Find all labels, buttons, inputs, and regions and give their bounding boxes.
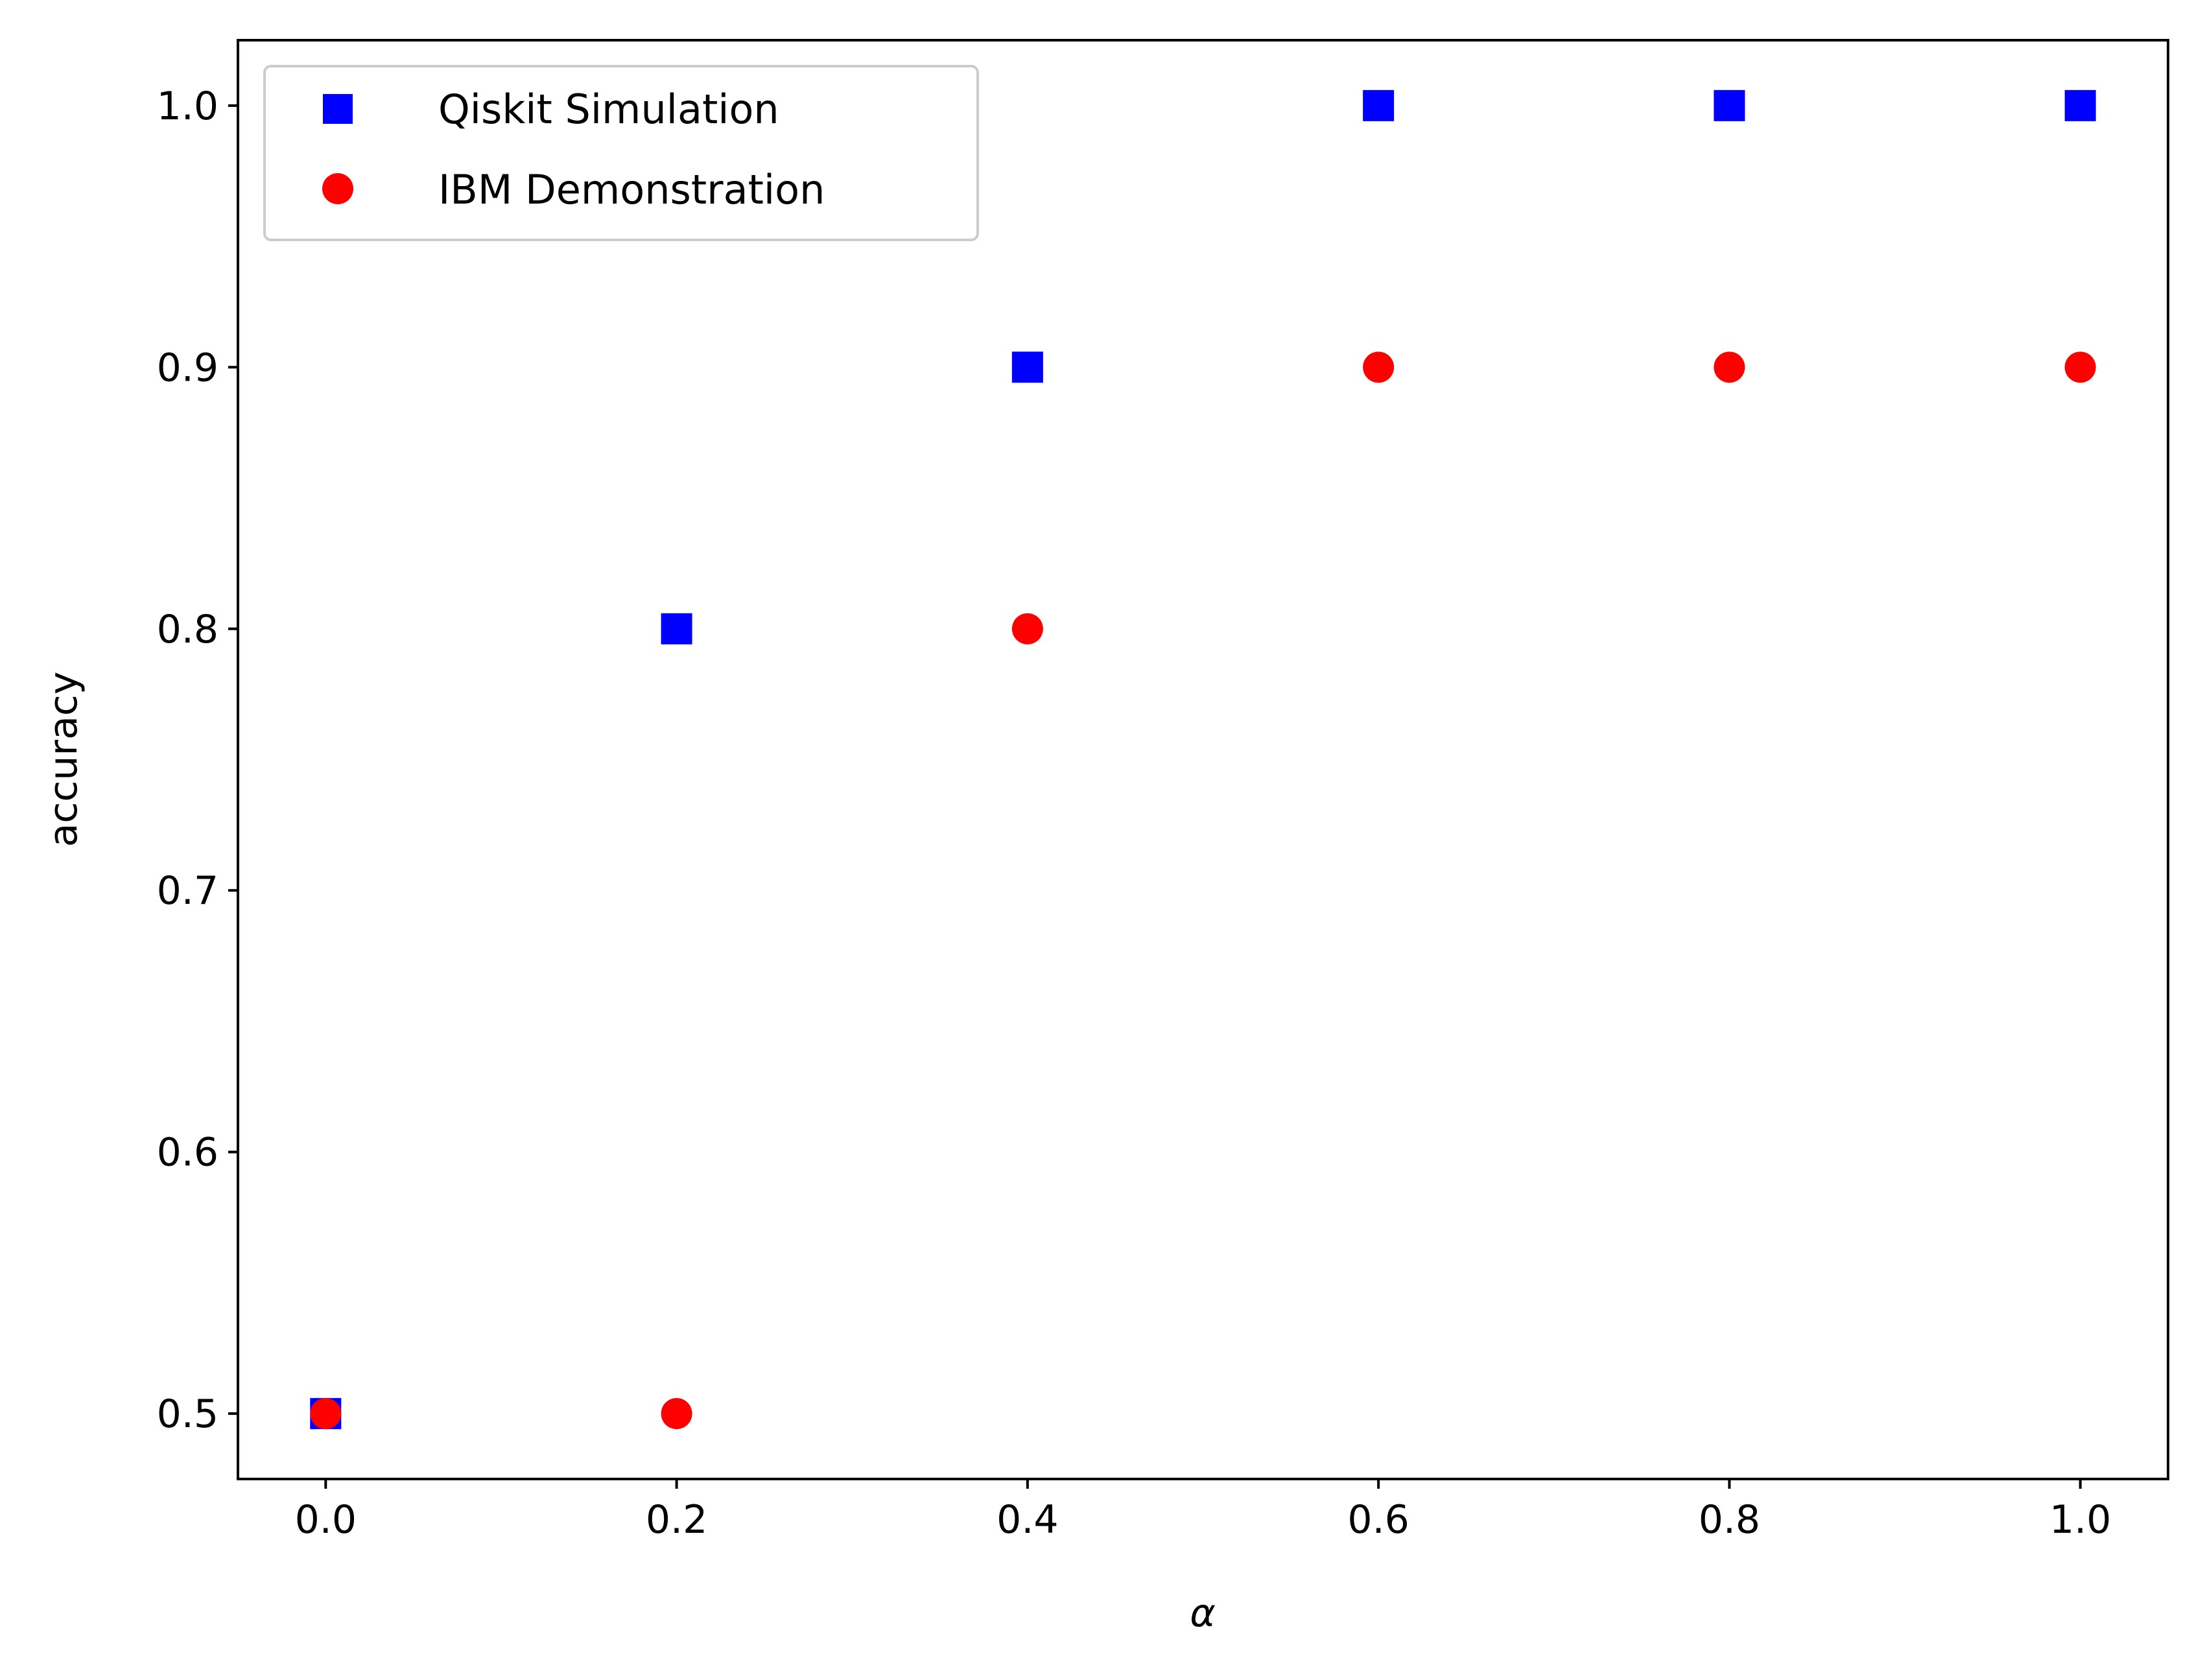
- data-point-square: [1714, 89, 1745, 121]
- x-tick-label: 0.6: [1347, 1497, 1409, 1543]
- x-tick-label: 1.0: [2049, 1497, 2111, 1543]
- series-ibm-demonstration: [310, 351, 2096, 1430]
- x-axis-label: α: [1190, 1591, 1216, 1636]
- plot-frame: [237, 39, 2169, 1480]
- data-point-circle: [310, 1398, 342, 1430]
- x-tick-label: 0.8: [1699, 1497, 1760, 1543]
- legend-label-qiskit-simulation: Qiskit Simulation: [438, 86, 779, 133]
- data-point-circle: [1714, 351, 1745, 383]
- legend: Qiskit Simulation IBM Demonstration: [263, 65, 979, 241]
- legend-frame: [263, 65, 979, 241]
- x-tick-label: 0.0: [295, 1497, 357, 1543]
- data-point-circle: [1011, 613, 1043, 645]
- x-tick-label: 0.4: [996, 1497, 1058, 1543]
- data-point-square: [1363, 89, 1395, 121]
- plot-area: [310, 89, 2096, 1430]
- data-point-circle: [1363, 351, 1395, 383]
- data-point-circle: [2064, 351, 2096, 383]
- y-tick-label: 0.6: [157, 1130, 218, 1176]
- y-tick-label: 0.5: [157, 1391, 218, 1437]
- x-tick-label: 0.2: [646, 1497, 707, 1543]
- data-point-circle: [661, 1398, 692, 1430]
- y-tick-label: 0.9: [157, 345, 218, 390]
- data-point-square: [2064, 89, 2096, 121]
- legend-label-ibm-demonstration: IBM Demonstration: [438, 166, 825, 213]
- legend-circle-marker: [322, 173, 353, 204]
- y-tick-label: 0.7: [157, 868, 218, 914]
- y-axis-label: accuracy: [41, 672, 86, 847]
- y-tick-label: 1.0: [157, 84, 218, 129]
- axis-ticks: 0.0 0.2 0.4 0.6 0.8 1.0 0.5 0.6 0.7 0.8 0.9 1.0: [157, 84, 2112, 1543]
- data-point-square: [1011, 351, 1043, 383]
- data-point-square: [661, 613, 692, 645]
- y-tick-label: 0.8: [157, 607, 218, 652]
- legend-square-marker: [323, 94, 353, 124]
